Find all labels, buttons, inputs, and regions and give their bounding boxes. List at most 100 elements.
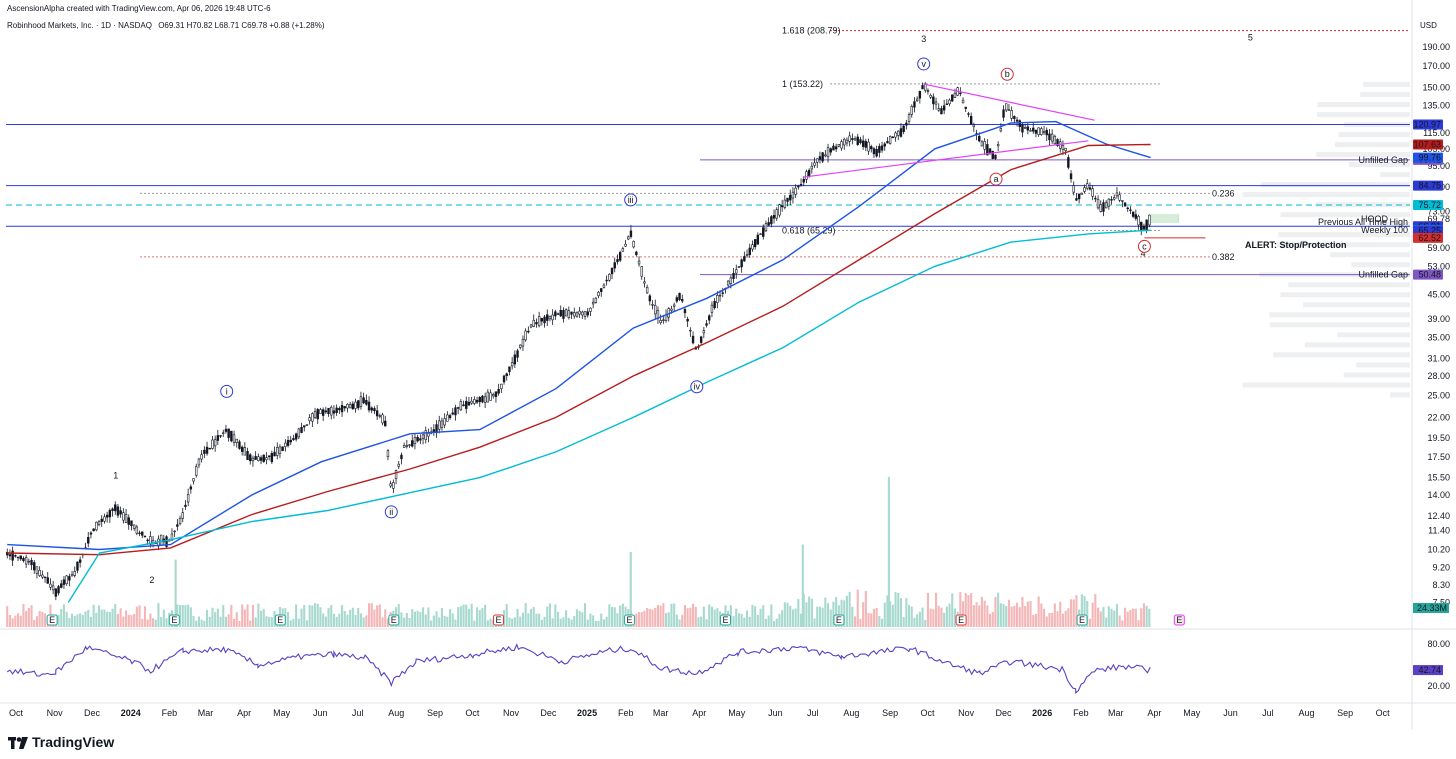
price-axis-tag (1413, 269, 1443, 280)
volume-bar (980, 596, 983, 627)
volume-profile-bar (1337, 332, 1410, 338)
volume-bar (432, 615, 435, 627)
candle-body (408, 444, 411, 446)
candle-body (1029, 130, 1032, 132)
volume-bar (905, 598, 908, 627)
candle-body (915, 98, 919, 102)
volume-bar (354, 614, 357, 627)
candle-body (38, 569, 41, 576)
volume-bar (481, 607, 484, 627)
candle-body (392, 482, 395, 489)
candle-body (861, 140, 865, 147)
volume-bar (575, 609, 578, 627)
candle-body (286, 440, 290, 446)
candle-body (467, 401, 471, 406)
candle-body (421, 434, 425, 439)
price-chart[interactable]: Unfilled Gap Unfilled Gap 1.618 (208.79) 1 … (0, 0, 1456, 730)
candle-body (772, 215, 776, 219)
fib-label: 1 (153.22) (782, 79, 823, 89)
candle-body (843, 138, 846, 146)
volume-bar (678, 619, 681, 627)
volume-bar (151, 618, 155, 627)
candle-body (327, 407, 330, 415)
volume-bar (1053, 603, 1056, 627)
candle-body (1140, 221, 1143, 231)
candle-body (678, 292, 681, 300)
wave-label-circle (1000, 67, 1014, 81)
volume-bar (181, 604, 184, 627)
volume-bar (532, 607, 535, 627)
volume-bar (797, 599, 800, 627)
volume-bar (373, 609, 376, 627)
volume-bar (740, 613, 743, 627)
candle-body (875, 148, 878, 157)
candle-body (8, 554, 12, 557)
volume-bar (384, 609, 387, 627)
candle-body (988, 148, 992, 154)
volume-bar (141, 619, 144, 627)
candle-body (1148, 214, 1151, 226)
time-tick: 2025 (577, 708, 597, 718)
volume-bar (997, 592, 1000, 627)
wave-label: c (1142, 241, 1147, 251)
candle-body (273, 451, 276, 457)
volume-bar (119, 608, 122, 627)
price-tick: 59.00 (1427, 243, 1450, 253)
volume-bar (254, 617, 257, 627)
symbol-title[interactable]: Robinhood Markets, Inc. · 1D · NASDAQ O6… (7, 21, 325, 30)
candle-body (340, 405, 344, 413)
candle-body (292, 438, 295, 441)
volume-bar (745, 610, 749, 627)
volume-bar (670, 603, 673, 627)
volume-bar (100, 609, 103, 627)
time-tick: Jul (1262, 708, 1274, 718)
candle-body (1145, 219, 1148, 231)
candle-body (135, 526, 139, 534)
candle-body (1115, 192, 1119, 197)
candle-body (400, 454, 403, 460)
volume-bar (988, 613, 992, 627)
candle-body (853, 138, 857, 141)
volume-bar (748, 616, 751, 627)
candle-body (797, 185, 800, 188)
tradingview-logo[interactable]: TradingView (8, 734, 114, 750)
volume-bar (867, 613, 870, 627)
volume-bar (1034, 613, 1037, 627)
candle-body (278, 446, 282, 454)
candle-body (945, 103, 949, 105)
candle-body (297, 428, 301, 438)
wave-label-circle (989, 172, 1003, 186)
volume-bar (195, 620, 198, 627)
volume-bar (1113, 610, 1116, 627)
volume-bar (435, 611, 438, 627)
candle-body (759, 233, 762, 235)
candle-body (932, 96, 935, 105)
candle-body (764, 223, 768, 232)
volume-bar (913, 617, 916, 627)
candle-body (259, 457, 263, 461)
candle-body (524, 330, 527, 341)
candle-body (683, 309, 687, 314)
volume-bar (251, 604, 254, 627)
volume-bar (964, 593, 967, 627)
candle-body (394, 470, 398, 480)
candle-body (1005, 103, 1008, 111)
candle-body (867, 141, 870, 152)
volume-bar (907, 605, 911, 627)
volume-bar (756, 614, 759, 627)
price-axis-tag (1413, 232, 1443, 243)
candle-body (411, 440, 414, 447)
earnings-marker (1173, 614, 1185, 626)
volume-bar (311, 605, 314, 627)
candle-body (1018, 120, 1021, 127)
candle-body (986, 144, 989, 156)
volume-bar (799, 613, 803, 627)
candle-body (529, 324, 533, 328)
volume-bar (524, 603, 527, 627)
candle-body (95, 521, 98, 531)
volume-bar (297, 618, 300, 627)
candle-body (114, 504, 117, 512)
volume-bar (1010, 606, 1013, 627)
candle-body (918, 91, 922, 99)
price-tick: 17.50 (1427, 452, 1450, 462)
